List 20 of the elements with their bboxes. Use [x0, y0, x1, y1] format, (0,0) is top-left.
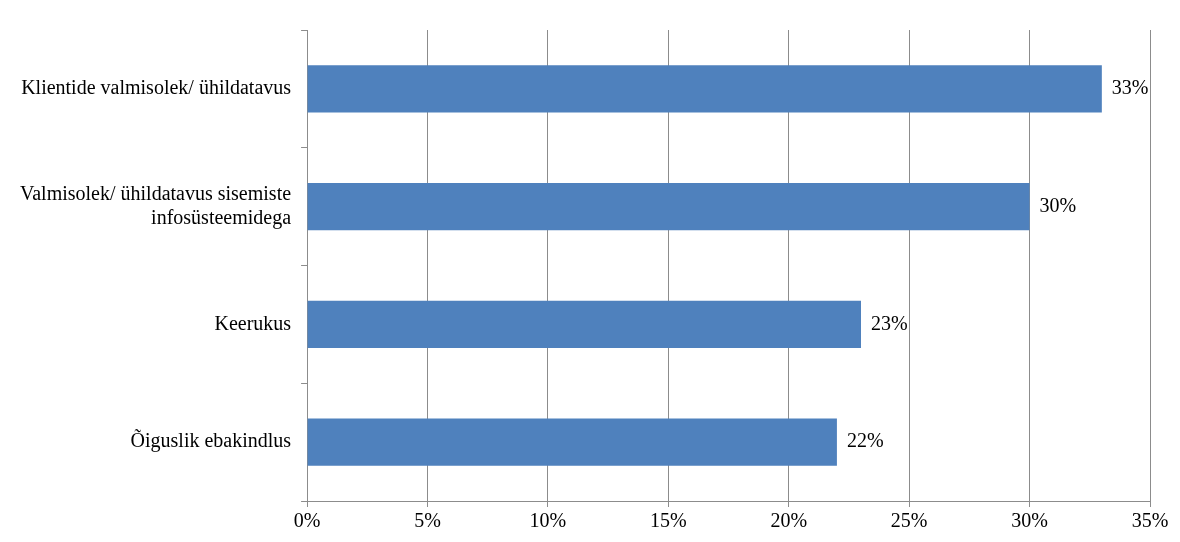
y-tick-label: Õiguslik ebakindlus — [130, 428, 292, 453]
x-tick-label: 10% — [529, 509, 567, 532]
data-label: 30% — [1039, 193, 1077, 216]
data-label: 23% — [871, 311, 908, 334]
x-tick-label: 20% — [770, 509, 808, 532]
bar — [307, 300, 861, 348]
y-tick-label: Valmisolek/ ühildatavus sisemiste infosüsteemidega — [19, 181, 292, 229]
x-tick-label: 30% — [1011, 509, 1048, 532]
y-tick-label: Keerukus — [214, 311, 292, 334]
x-tick-label: 15% — [650, 509, 687, 532]
x-tick-label: 5% — [414, 509, 441, 532]
x-tick-label: 25% — [890, 509, 928, 532]
bar — [307, 183, 1030, 231]
x-tick-label: 0% — [293, 509, 321, 532]
bar — [307, 65, 1102, 113]
bar — [307, 418, 837, 466]
x-tick-label: 35% — [1131, 509, 1169, 532]
y-tick-label: Klientide valmisolek/ ühildatavus — [21, 76, 292, 99]
data-label: 22% — [846, 429, 884, 452]
data-label: 33% — [1111, 76, 1149, 99]
